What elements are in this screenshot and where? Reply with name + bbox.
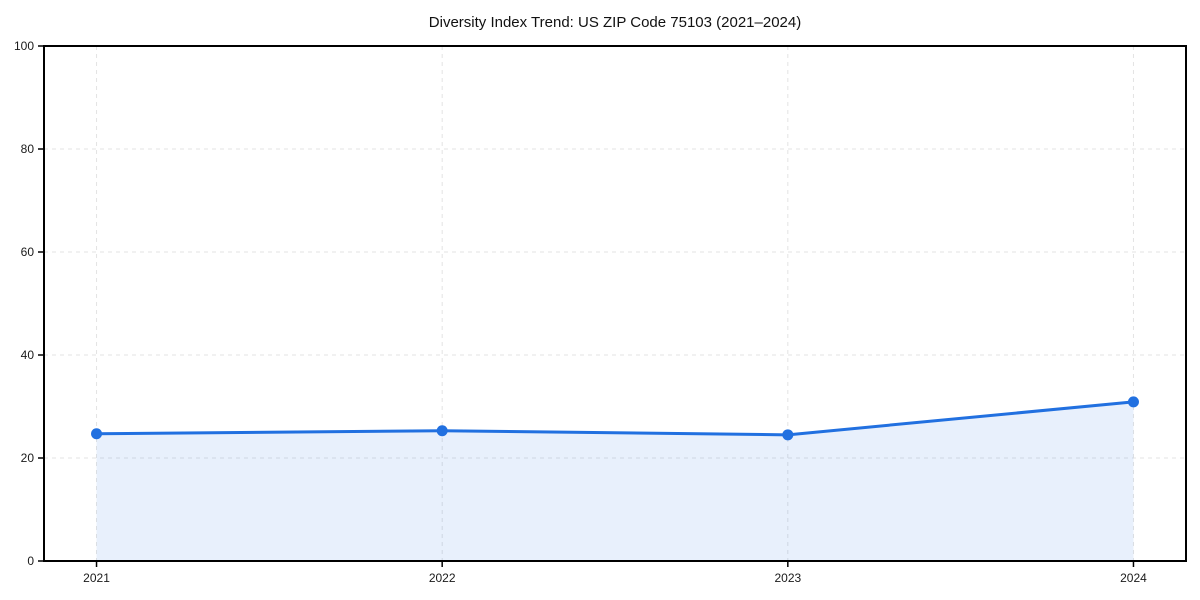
data-point-marker [91,428,103,440]
data-point-marker [1127,396,1139,408]
y-tick-label: 60 [21,245,35,259]
y-tick-label: 40 [21,348,35,362]
y-tick-label: 0 [27,554,34,568]
y-tick-label: 80 [21,142,35,156]
plot-border [43,45,1187,562]
series-line [95,400,1135,437]
x-tick-label: 2023 [774,571,801,585]
x-tick-label: 2022 [429,571,456,585]
y-tick-label: 100 [14,39,34,53]
chart-title: Diversity Index Trend: US ZIP Code 75103… [429,14,801,31]
series-area-fill [96,401,1134,561]
x-tick-label: 2021 [83,571,110,585]
plot-area: 0 20 40 60 80 100 2021 2022 2023 2024 [14,39,1187,585]
x-tick-label: 2024 [1120,571,1147,585]
y-tick-label: 20 [21,451,35,465]
data-point-marker [782,429,794,441]
data-point-marker [436,425,448,437]
